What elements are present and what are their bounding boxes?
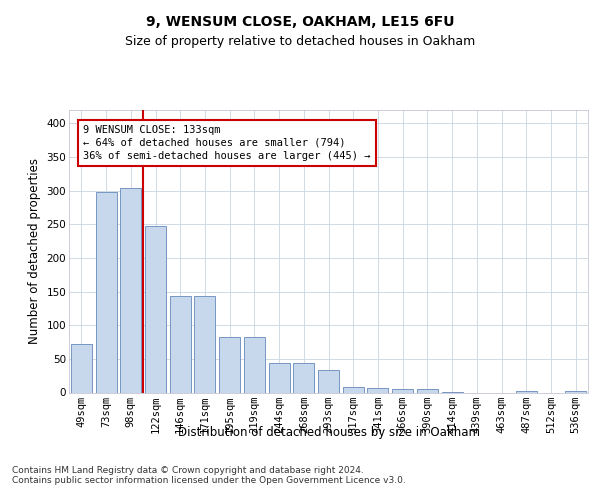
Bar: [293, 363, 314, 392]
Bar: [194, 296, 215, 392]
Bar: [170, 296, 191, 392]
Text: 9, WENSUM CLOSE, OAKHAM, LE15 6FU: 9, WENSUM CLOSE, OAKHAM, LE15 6FU: [146, 15, 454, 29]
Bar: [516, 391, 537, 392]
Bar: [244, 336, 265, 392]
Bar: [367, 388, 388, 392]
Bar: [318, 370, 339, 392]
Bar: [392, 389, 413, 392]
Bar: [120, 188, 141, 392]
Text: Contains HM Land Registry data © Crown copyright and database right 2024.
Contai: Contains HM Land Registry data © Crown c…: [12, 466, 406, 485]
Text: 9 WENSUM CLOSE: 133sqm
← 64% of detached houses are smaller (794)
36% of semi-de: 9 WENSUM CLOSE: 133sqm ← 64% of detached…: [83, 125, 371, 161]
Text: Size of property relative to detached houses in Oakham: Size of property relative to detached ho…: [125, 35, 475, 48]
Bar: [219, 336, 240, 392]
Bar: [565, 391, 586, 392]
Y-axis label: Number of detached properties: Number of detached properties: [28, 158, 41, 344]
Bar: [343, 387, 364, 392]
Text: Distribution of detached houses by size in Oakham: Distribution of detached houses by size …: [178, 426, 480, 439]
Bar: [95, 192, 116, 392]
Bar: [269, 363, 290, 392]
Bar: [417, 389, 438, 392]
Bar: [145, 226, 166, 392]
Bar: [71, 344, 92, 393]
